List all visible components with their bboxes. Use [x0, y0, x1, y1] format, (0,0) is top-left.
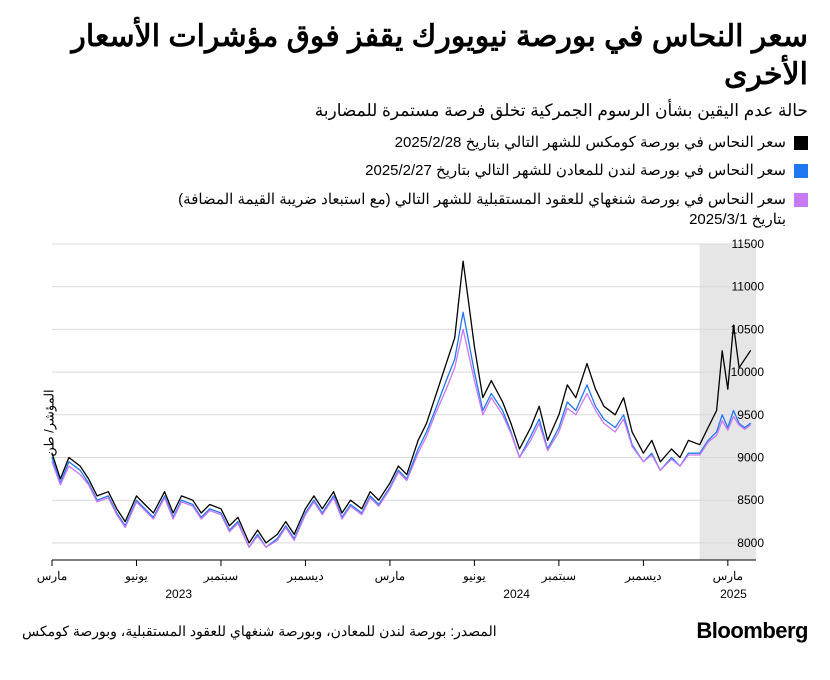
brand-logo: Bloomberg	[696, 618, 808, 644]
svg-text:يونيو: يونيو	[124, 569, 148, 583]
legend: سعر النحاس في بورصة كومكس للشهر التالي ب…	[22, 133, 808, 230]
svg-text:10000: 10000	[731, 365, 765, 379]
svg-text:يونيو: يونيو	[462, 569, 486, 583]
svg-text:سبتمبر: سبتمبر	[203, 569, 238, 583]
svg-text:مارس: مارس	[37, 569, 68, 583]
svg-text:11500: 11500	[732, 238, 765, 251]
source-note: المصدر: بورصة لندن للمعادن، وبورصة شنغها…	[22, 623, 497, 640]
legend-swatch	[794, 136, 808, 150]
chart-plot: المؤشر/ طن 8000 8500 9000 9500 10000 10500 110…	[22, 238, 808, 608]
svg-text:9000: 9000	[737, 451, 764, 465]
svg-text:8000: 8000	[737, 536, 764, 550]
svg-text:2024: 2024	[503, 587, 530, 601]
svg-text:مارس: مارس	[375, 569, 406, 583]
legend-label: سعر النحاس في بورصة شنغهاي للعقود المستق…	[166, 190, 786, 231]
svg-text:2023: 2023	[165, 587, 192, 601]
svg-text:ديسمبر: ديسمبر	[286, 569, 324, 583]
legend-item: سعر النحاس في بورصة شنغهاي للعقود المستق…	[22, 190, 808, 231]
svg-text:9500: 9500	[737, 408, 764, 422]
chart-title: سعر النحاس في بورصة نيويورك يقفز فوق مؤش…	[22, 18, 808, 93]
chart-subtitle: حالة عدم اليقين بشأن الرسوم الجمركية تخل…	[22, 101, 808, 121]
legend-swatch	[794, 193, 808, 207]
svg-text:ديسمبر: ديسمبر	[624, 569, 662, 583]
legend-item: سعر النحاس في بورصة لندن للمعادن للشهر ا…	[22, 161, 808, 181]
legend-label: سعر النحاس في بورصة لندن للمعادن للشهر ا…	[365, 161, 786, 181]
svg-text:مارس: مارس	[713, 569, 744, 583]
legend-swatch	[794, 164, 808, 178]
svg-text:8500: 8500	[737, 493, 764, 507]
svg-text:11000: 11000	[732, 280, 765, 294]
svg-text:10500: 10500	[731, 322, 765, 336]
chart-svg: 8000 8500 9000 9500 10000 10500 11000 11500 مارس…	[22, 238, 808, 608]
svg-text:2025: 2025	[720, 587, 747, 601]
legend-item: سعر النحاس في بورصة كومكس للشهر التالي ب…	[22, 133, 808, 153]
legend-label: سعر النحاس في بورصة كومكس للشهر التالي ب…	[395, 133, 786, 153]
y-axis-label: المؤشر/ طن	[42, 389, 58, 456]
svg-text:سبتمبر: سبتمبر	[541, 569, 576, 583]
